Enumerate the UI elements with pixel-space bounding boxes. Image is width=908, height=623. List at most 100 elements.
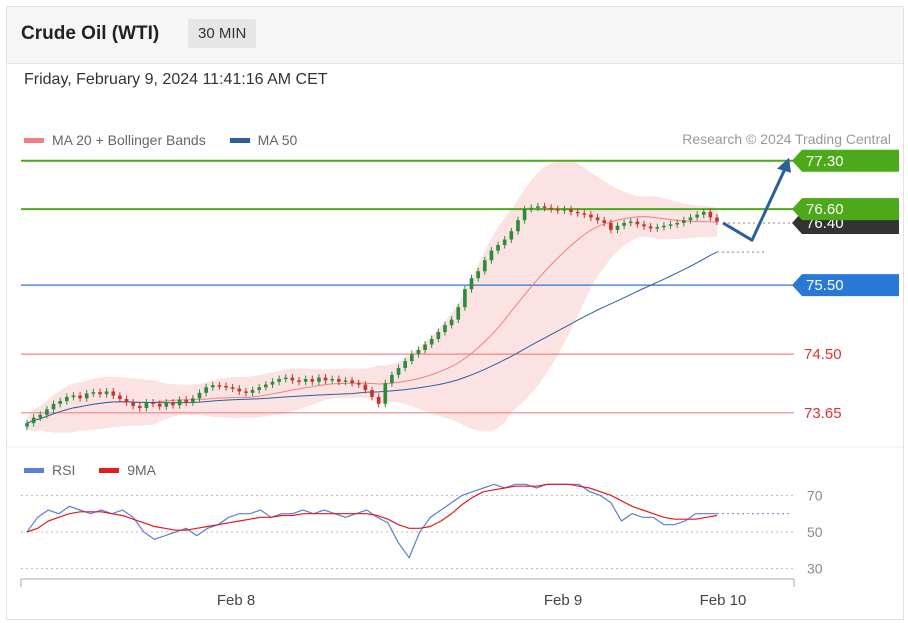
level-tag-text: 77.30	[806, 153, 844, 170]
candle-body	[310, 379, 315, 382]
legend-label-ma20: MA 20 + Bollinger Bands	[52, 132, 206, 149]
rsi-tick-label: 30	[807, 561, 823, 577]
candle-body	[51, 403, 56, 410]
candle-body	[589, 214, 593, 218]
candle-body	[317, 377, 321, 382]
rsi-series-rsi	[26, 483, 717, 559]
candle-body	[363, 384, 368, 391]
candle-body	[177, 399, 182, 406]
legend-swatch-ma20	[24, 137, 44, 143]
candle-body	[84, 393, 89, 399]
candle-body	[224, 385, 228, 388]
legend-label-rsi: RSI	[52, 462, 76, 479]
candle-body	[118, 395, 122, 400]
candle-body	[522, 209, 527, 221]
candle-body	[469, 278, 474, 290]
candle-body	[151, 402, 155, 404]
candle-body	[277, 379, 281, 382]
candle-body	[244, 391, 248, 393]
candle-body	[396, 367, 401, 375]
candle-body	[429, 338, 434, 345]
candle-body	[582, 213, 587, 215]
candle-body	[131, 402, 135, 406]
candle-body	[144, 402, 149, 408]
candle-body	[682, 220, 686, 223]
candle-body	[376, 396, 381, 404]
chart-widget: Crude Oil (WTI) 30 MIN Friday, February …	[6, 6, 904, 620]
candle-body	[370, 390, 374, 397]
candle-body	[695, 214, 699, 218]
candle-body	[701, 211, 706, 215]
candle-body	[662, 225, 666, 228]
research-credit: Research © 2024 Trading Central	[682, 131, 891, 147]
level-tag-73.65: 73.65	[804, 405, 842, 422]
instrument-title: Crude Oil (WTI)	[21, 23, 160, 44]
price-legend: MA 20 + Bollinger Bands MA 50	[24, 131, 317, 148]
level-tag-bg	[792, 149, 899, 172]
candle-body	[337, 379, 341, 382]
level-tag-bg	[792, 198, 899, 221]
candle-body	[104, 391, 109, 395]
candle-body	[496, 245, 500, 251]
candle-body	[25, 423, 29, 427]
candle-body	[350, 380, 354, 384]
candle-body	[628, 221, 633, 224]
candle-body	[184, 399, 189, 403]
candle-body	[595, 217, 600, 221]
candle-body	[688, 217, 693, 221]
candle-body	[390, 374, 394, 384]
candle-body	[283, 377, 288, 380]
candle-body	[210, 385, 215, 388]
candle-body	[416, 350, 421, 355]
candle-body	[476, 271, 480, 279]
candle-body	[157, 403, 162, 407]
candle-body	[64, 396, 69, 402]
candle-body	[257, 387, 262, 391]
candle-body	[456, 307, 461, 320]
legend-swatch-rsi	[24, 467, 44, 473]
level-tag-text: 75.50	[806, 277, 844, 294]
x-tick-label: Feb 8	[217, 592, 255, 609]
rsi-series-9ma	[26, 483, 718, 533]
timestamp: Friday, February 9, 2024 11:41:16 AM CET	[24, 71, 328, 88]
level-tag-text: 76.60	[806, 201, 844, 218]
candle-body	[482, 260, 487, 272]
level-tag-74.50: 74.50	[804, 346, 842, 363]
candle-body	[635, 221, 640, 225]
candle-body	[443, 325, 447, 333]
candle-body	[356, 383, 361, 385]
candle-body	[230, 387, 235, 389]
candle-body	[409, 354, 414, 362]
candle-body	[602, 220, 607, 223]
candle-body	[38, 414, 43, 418]
level-tag-77.30: 77.30	[792, 149, 899, 172]
scenario-arrow	[722, 168, 787, 242]
candle-body	[31, 417, 36, 424]
candle-body	[549, 207, 553, 210]
candle-body	[642, 224, 646, 227]
candle-body	[423, 344, 427, 350]
candle-body	[403, 361, 407, 368]
candle-body	[655, 227, 660, 229]
candle-body	[237, 388, 242, 392]
candle-body	[137, 405, 142, 408]
interval-badge[interactable]: 30 MIN	[188, 19, 257, 48]
candle-body	[708, 211, 713, 218]
rsi-legend: RSI 9MA	[24, 461, 176, 478]
legend-swatch-ma50	[229, 137, 250, 143]
candle-body	[191, 398, 195, 403]
candle-body	[98, 392, 102, 395]
candle-body	[323, 377, 328, 381]
candle-body	[536, 206, 540, 208]
candle-body	[383, 383, 388, 404]
chart-header: Crude Oil (WTI) 30 MIN	[7, 7, 903, 64]
candle-body	[562, 209, 567, 211]
candle-body	[71, 395, 76, 398]
candle-body	[648, 226, 653, 229]
candle-body	[264, 384, 268, 388]
candle-body	[622, 222, 626, 226]
candle-body	[668, 224, 673, 226]
candle-body	[204, 387, 208, 393]
candle-body	[542, 206, 547, 208]
candle-body	[529, 207, 534, 210]
